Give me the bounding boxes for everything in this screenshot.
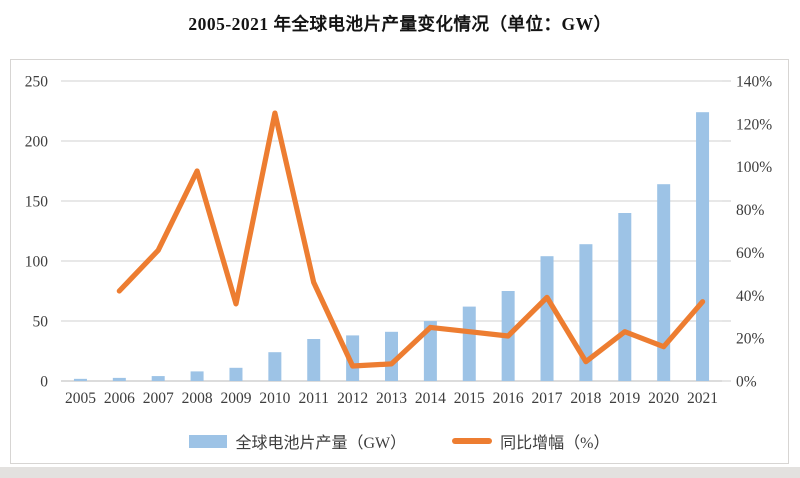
x-axis-label-2016: 2016 — [493, 390, 524, 407]
chart-legend: 全球电池片产量（GW） 同比增幅（%） — [11, 429, 788, 453]
left-axis-tick-label: 200 — [25, 134, 49, 151]
bar-2007 — [151, 376, 165, 381]
bar-2009 — [229, 367, 243, 381]
bar-2013 — [385, 331, 398, 381]
bar-2019 — [618, 213, 632, 381]
x-axis-label-2021: 2021 — [687, 390, 718, 407]
x-axis-label-2007: 2007 — [143, 390, 174, 407]
bar-2015 — [462, 306, 476, 381]
growth-line-swatch — [452, 438, 493, 444]
legend-item-growth: 同比增幅（%） — [452, 429, 610, 453]
right-axis-tick-label: 120% — [736, 116, 772, 133]
production-bar-swatch — [189, 434, 228, 448]
right-axis-tick-label: 60% — [736, 245, 765, 262]
chart-container: 0 50 100 150 200 250 0% 20% 40% 60% 80% 100% 120% 140… — [10, 59, 789, 464]
legend-label-growth: 同比增幅（%） — [500, 435, 610, 452]
left-axis-tick-label: 100 — [25, 254, 49, 271]
legend-label-production: 全球电池片产量（GW） — [235, 435, 407, 452]
chart-plot-area: 0 50 100 150 200 250 0% 20% 40% 60% 80% 100% 120% 140… — [25, 74, 773, 408]
left-axis-tick-label: 50 — [33, 314, 49, 331]
right-axis-tick-label: 80% — [736, 202, 765, 219]
right-axis-tick-label: 140% — [736, 74, 772, 91]
x-axis-label-2008: 2008 — [182, 390, 213, 407]
page-bottom-strip — [0, 467, 800, 478]
growth-line — [116, 110, 706, 369]
x-axis-label-2017: 2017 — [532, 390, 563, 407]
right-axis-tick-label: 40% — [736, 288, 765, 305]
chart-title: 2005-2021 年全球电池片产量变化情况（单位：GW） — [188, 14, 612, 34]
bar-2008 — [190, 371, 204, 381]
left-axis-tick-label: 0 — [40, 374, 48, 391]
bar-2018 — [579, 244, 593, 381]
right-axis-tick-label: 20% — [736, 331, 765, 348]
x-axis-label-2006: 2006 — [104, 390, 135, 407]
bar-2011 — [307, 339, 321, 381]
bar-2014 — [423, 321, 437, 381]
x-axis-label-2020: 2020 — [648, 390, 679, 407]
x-axis-label-2005: 2005 — [65, 390, 96, 407]
bar-2010 — [268, 352, 282, 381]
x-axis-label-2011: 2011 — [299, 390, 329, 407]
bar-2020 — [657, 184, 671, 381]
x-axis-label-2018: 2018 — [570, 390, 601, 407]
x-axis-label-2014: 2014 — [415, 390, 446, 407]
bar-2006 — [112, 377, 126, 381]
x-axis-label-2019: 2019 — [609, 390, 640, 407]
x-axis-label-2010: 2010 — [259, 390, 290, 407]
left-axis-tick-label: 150 — [25, 194, 49, 211]
bar-2017 — [540, 256, 554, 381]
x-axis-label-2012: 2012 — [337, 390, 368, 407]
legend-item-production: 全球电池片产量（GW） — [189, 429, 406, 453]
x-axis-label-2013: 2013 — [376, 390, 407, 407]
right-axis-tick-label: 0% — [736, 374, 757, 391]
right-axis-tick-label: 100% — [736, 159, 772, 176]
x-axis-label-2015: 2015 — [454, 390, 485, 407]
bar-2005 — [73, 378, 87, 381]
bar-2012 — [346, 335, 360, 381]
bar-2021 — [696, 112, 710, 381]
x-axis-label-2009: 2009 — [220, 390, 251, 407]
left-axis-tick-label: 250 — [25, 74, 49, 91]
